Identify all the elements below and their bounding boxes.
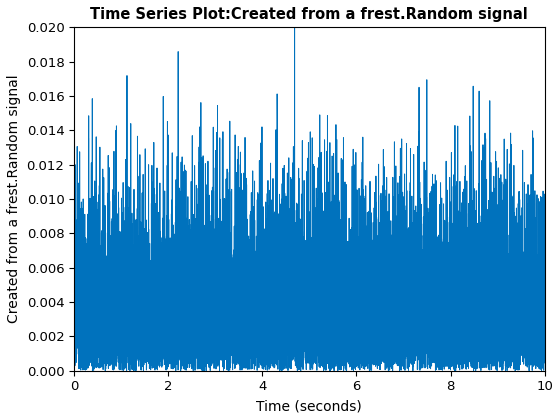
X-axis label: Time (seconds): Time (seconds) <box>256 399 362 413</box>
Y-axis label: Created from a frest.Random signal: Created from a frest.Random signal <box>7 75 21 323</box>
Title: Time Series Plot:Created from a frest.Random signal: Time Series Plot:Created from a frest.Ra… <box>91 7 528 22</box>
